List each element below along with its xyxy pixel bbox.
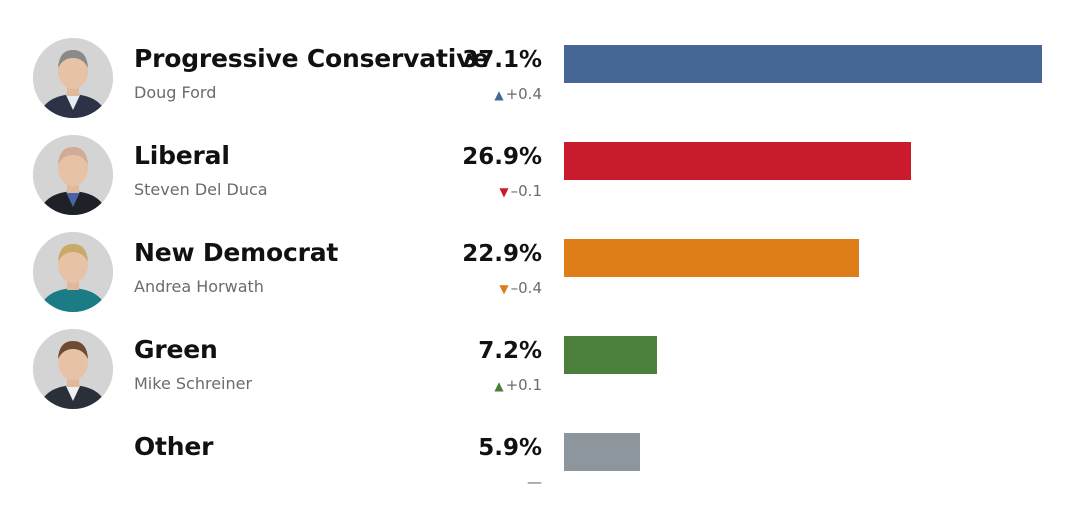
avatar-face — [58, 344, 88, 380]
avatar-face — [58, 247, 88, 283]
party-row-progressive-conservative: Progressive Conservative Doug Ford 37.1% ▲ +… — [0, 38, 1080, 135]
change-value: –0.1 — [510, 182, 542, 200]
party-name: Other — [134, 432, 214, 461]
avatar-hair — [58, 147, 88, 165]
down-arrow-icon: ▼ — [499, 282, 509, 296]
change-value: +0.1 — [505, 376, 542, 394]
bar-other — [564, 433, 640, 471]
avatar-collar — [66, 95, 80, 110]
leader-avatar-graphic — [33, 329, 113, 409]
leader-avatar — [33, 329, 113, 409]
party-name: Progressive Conservative — [134, 44, 489, 73]
leader-avatar — [33, 38, 113, 118]
bar-green — [564, 336, 657, 374]
change-indicator: ▼ –0.4 — [499, 279, 542, 297]
up-arrow-icon: ▲ — [494, 379, 504, 393]
leader-name: Doug Ford — [134, 83, 217, 102]
party-row-new-democrat: New Democrat Andrea Horwath 22.9% ▼ –0.4 — [0, 232, 1080, 329]
bar-new-democrat — [564, 239, 859, 277]
leader-name: Andrea Horwath — [134, 277, 264, 296]
change-value: — — [527, 473, 542, 491]
change-indicator: — — [527, 473, 542, 491]
change-indicator: ▼ –0.1 — [499, 182, 542, 200]
party-row-green: Green Mike Schreiner 7.2% ▲ +0.1 — [0, 329, 1080, 426]
change-value: +0.4 — [505, 85, 542, 103]
leader-avatar-graphic — [33, 38, 113, 118]
percentage-label: 5.9% — [478, 435, 542, 461]
percentage-label: 22.9% — [462, 241, 542, 267]
leader-avatar — [33, 135, 113, 215]
change-indicator: ▲ +0.1 — [494, 376, 542, 394]
avatar-hair — [58, 244, 88, 262]
party-name: Green — [134, 335, 218, 364]
leader-avatar — [33, 232, 113, 312]
percentage-label: 26.9% — [462, 144, 542, 170]
leader-avatar-graphic — [33, 232, 113, 312]
avatar-hair — [58, 50, 88, 68]
avatar-collar — [66, 192, 80, 207]
leader-name: Mike Schreiner — [134, 374, 253, 393]
bar-progressive-conservative — [564, 45, 1042, 83]
bar-liberal — [564, 142, 911, 180]
avatar-hair — [58, 341, 88, 359]
up-arrow-icon: ▲ — [494, 88, 504, 102]
avatar-collar — [66, 289, 80, 304]
party-name: New Democrat — [134, 238, 339, 267]
party-name: Liberal — [134, 141, 230, 170]
party-row-other: Other 5.9% — — [0, 426, 1080, 523]
avatar-face — [58, 53, 88, 89]
leader-avatar-graphic — [33, 135, 113, 215]
avatar-face — [58, 150, 88, 186]
change-value: –0.4 — [510, 279, 542, 297]
avatar-collar — [66, 386, 80, 401]
percentage-label: 7.2% — [478, 338, 542, 364]
leader-name: Steven Del Duca — [134, 180, 268, 199]
percentage-label: 37.1% — [462, 47, 542, 73]
down-arrow-icon: ▼ — [499, 185, 509, 199]
party-row-liberal: Liberal Steven Del Duca 26.9% ▼ –0.1 — [0, 135, 1080, 232]
change-indicator: ▲ +0.4 — [494, 85, 542, 103]
